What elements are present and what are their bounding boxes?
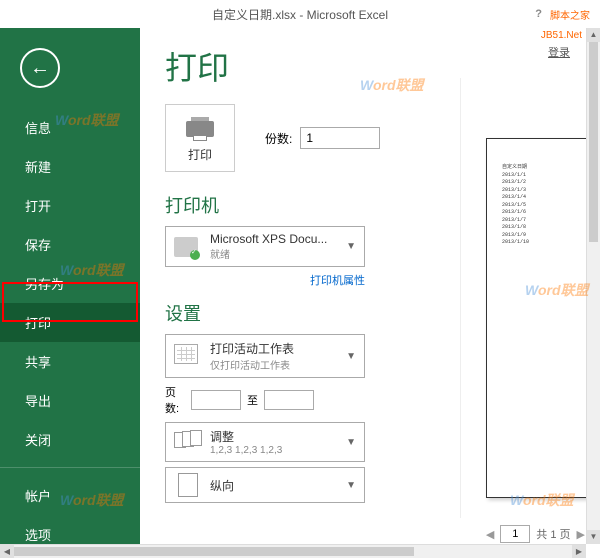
print-what-dropdown[interactable]: 打印活动工作表 仅打印活动工作表 ▼	[165, 334, 365, 378]
printer-device-icon	[174, 235, 202, 259]
pager-prev[interactable]: ◀	[486, 528, 494, 541]
printer-section-label: 打印机	[165, 192, 219, 218]
window-title: 自定义日期.xlsx - Microsoft Excel	[212, 6, 388, 23]
settings-section-label: 设置	[165, 300, 201, 326]
preview-content: 自定义日期2013/1/12013/1/22013/1/32013/1/4201…	[502, 164, 590, 247]
scrollbar-v-thumb[interactable]	[589, 42, 598, 242]
main-container: ← 信息 新建 打开 保存 另存为 打印 共享 导出 关闭 帐户 选项 打印 打…	[0, 28, 600, 558]
sidebar-item-print[interactable]: 打印	[0, 303, 140, 342]
scrollbar-horizontal[interactable]: ◀ ▶	[0, 544, 586, 558]
sidebar-item-saveas[interactable]: 另存为	[0, 264, 140, 303]
scroll-down-icon[interactable]: ▼	[587, 530, 600, 544]
sidebar-item-share[interactable]: 共享	[0, 342, 140, 381]
pages-to-label: 至	[247, 392, 258, 408]
copies-label: 份数:	[265, 130, 292, 147]
printer-dropdown-text: Microsoft XPS Docu... 就绪	[210, 232, 338, 261]
orientation-text: 纵向	[210, 477, 338, 494]
printer-icon	[184, 113, 216, 141]
print-button-label: 打印	[184, 146, 216, 163]
sidebar-item-new[interactable]: 新建	[0, 147, 140, 186]
printer-name: Microsoft XPS Docu...	[210, 232, 338, 246]
content-area: 打印 打印 份数: 打印机 i	[140, 28, 600, 558]
print-sheets-label: 打印活动工作表	[210, 340, 338, 357]
print-what-text: 打印活动工作表 仅打印活动工作表	[210, 340, 338, 372]
sheet-icon	[174, 344, 202, 368]
sidebar: ← 信息 新建 打开 保存 另存为 打印 共享 导出 关闭 帐户 选项	[0, 28, 140, 558]
chevron-down-icon: ▼	[346, 480, 356, 491]
printer-status: 就绪	[210, 246, 338, 261]
copies-row: 份数:	[265, 127, 380, 149]
sidebar-item-info[interactable]: 信息	[0, 108, 140, 147]
collate-label: 调整	[210, 428, 338, 445]
scrollbar-vertical[interactable]: ▲ ▼	[586, 28, 600, 544]
scrollbar-h-thumb[interactable]	[14, 547, 414, 556]
collate-text: 调整 1,2,3 1,2,3 1,2,3	[210, 428, 338, 456]
titlebar: 自定义日期.xlsx - Microsoft Excel ? 脚本之家	[0, 0, 600, 28]
orientation-dropdown[interactable]: 纵向 ▼	[165, 467, 365, 503]
sidebar-item-close[interactable]: 关闭	[0, 420, 140, 459]
chevron-down-icon: ▼	[346, 437, 356, 448]
pager-total: 共 1 页	[536, 526, 570, 542]
sidebar-item-account[interactable]: 帐户	[0, 476, 140, 515]
printer-dropdown[interactable]: Microsoft XPS Docu... 就绪 ▼	[165, 226, 365, 267]
orientation-label: 纵向	[210, 477, 338, 494]
help-icon[interactable]: ?	[535, 8, 542, 20]
back-button[interactable]: ←	[20, 48, 60, 88]
preview-pane: 自定义日期2013/1/12013/1/22013/1/32013/1/4201…	[460, 78, 600, 518]
page-to-input[interactable]	[264, 390, 314, 410]
page-from-input[interactable]	[191, 390, 241, 410]
pages-label: 页数:	[165, 384, 185, 416]
scroll-left-icon[interactable]: ◀	[0, 545, 14, 558]
preview-page: 自定义日期2013/1/12013/1/22013/1/32013/1/4201…	[486, 138, 600, 498]
collate-dropdown[interactable]: 调整 1,2,3 1,2,3 1,2,3 ▼	[165, 422, 365, 462]
sidebar-item-export[interactable]: 导出	[0, 381, 140, 420]
watermark-label: 脚本之家	[550, 7, 590, 22]
scroll-up-icon[interactable]: ▲	[587, 28, 600, 42]
pager: ◀ 共 1 页 ▶	[486, 525, 585, 543]
back-arrow-icon: ←	[30, 57, 50, 80]
sidebar-divider	[0, 467, 140, 468]
collate-icon	[174, 430, 202, 454]
print-button[interactable]: 打印	[165, 104, 235, 172]
printer-properties-link[interactable]: 打印机属性	[165, 272, 365, 288]
collate-sublabel: 1,2,3 1,2,3 1,2,3	[210, 445, 338, 456]
chevron-down-icon: ▼	[346, 241, 356, 252]
orientation-icon	[174, 473, 202, 497]
print-sheets-sublabel: 仅打印活动工作表	[210, 357, 338, 372]
pager-next[interactable]: ▶	[577, 528, 585, 541]
chevron-down-icon: ▼	[346, 351, 356, 362]
sidebar-item-save[interactable]: 保存	[0, 225, 140, 264]
copies-input[interactable]	[300, 127, 380, 149]
scroll-right-icon[interactable]: ▶	[572, 545, 586, 558]
titlebar-right: ? 脚本之家	[535, 7, 590, 22]
pager-current[interactable]	[500, 525, 530, 543]
sidebar-item-open[interactable]: 打开	[0, 186, 140, 225]
